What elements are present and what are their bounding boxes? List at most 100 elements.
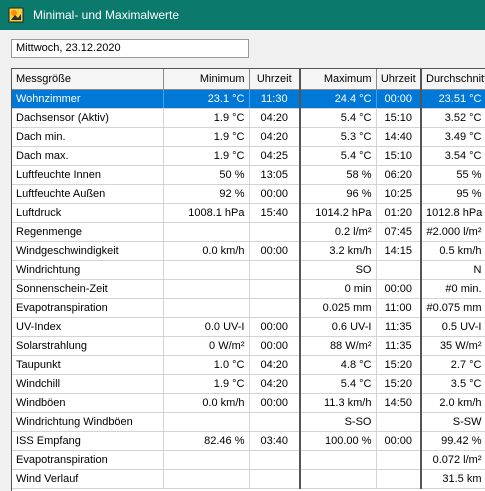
cell-messgroesse: ISS Empfang	[12, 431, 164, 451]
table-row[interactable]: Dachsensor (Aktiv) 1.9 °C 04:20 5.4 °C 15:10…	[12, 108, 485, 128]
cell-uhrzeit-min: 04:20	[249, 355, 301, 375]
cell-uhrzeit-max: 11:35	[376, 336, 422, 356]
cell-minimum: 1.0 °C	[163, 355, 250, 375]
cell-minimum: 1.9 °C	[163, 146, 250, 166]
cell-maximum: 0.2 l/m²	[300, 222, 377, 242]
table-row[interactable]: Windchill 1.9 °C 04:20 5.4 °C 15:20 3.5 °C	[12, 374, 485, 394]
cell-maximum: 1014.2 hPa	[300, 203, 377, 223]
table-row[interactable]: Windgeschwindigkeit 0.0 km/h 00:00 3.2 km/h…	[12, 241, 485, 261]
cell-messgroesse: Dachsensor (Aktiv)	[12, 108, 164, 128]
column-header-durchschnitt[interactable]: Durchschnitt	[421, 69, 485, 90]
cell-uhrzeit-max: 15:20	[376, 355, 422, 375]
minmax-table[interactable]: Messgröße Minimum Uhrzeit Maximum Uhrzei…	[11, 68, 485, 491]
cell-durchschnitt: 99.42 %	[421, 431, 485, 451]
table-row[interactable]: Evapotranspiration 0.025 mm 11:00 #0.075 mm	[12, 298, 485, 318]
cell-uhrzeit-max: 10:25	[376, 184, 422, 204]
cell-messgroesse: Windrichtung	[12, 260, 164, 280]
cell-uhrzeit-min: 00:00	[249, 393, 301, 413]
cell-uhrzeit-min: 04:20	[249, 108, 301, 128]
cell-minimum: 1008.1 hPa	[163, 203, 250, 223]
cell-messgroesse: UV-Index	[12, 317, 164, 337]
cell-uhrzeit-min	[249, 222, 301, 242]
window-titlebar[interactable]: Minimal- und Maximalwerte	[0, 0, 485, 30]
cell-uhrzeit-max: 15:20	[376, 374, 422, 394]
cell-maximum	[300, 450, 377, 470]
cell-uhrzeit-min: 00:00	[249, 241, 301, 261]
cell-minimum	[163, 412, 250, 432]
table-row[interactable]: ISS Empfang 82.46 % 03:40 100.00 % 00:00 99.4…	[12, 431, 485, 451]
cell-minimum	[163, 279, 250, 299]
cell-minimum: 82.46 %	[163, 431, 250, 451]
window-title: Minimal- und Maximalwerte	[33, 8, 180, 22]
table-row[interactable]: Dach max. 1.9 °C 04:25 5.4 °C 15:10 3.54 °C	[12, 146, 485, 166]
column-header-messgroesse[interactable]: Messgröße	[12, 69, 164, 90]
cell-uhrzeit-min	[249, 412, 301, 432]
cell-uhrzeit-min: 04:25	[249, 146, 301, 166]
cell-messgroesse: Wohnzimmer	[12, 89, 164, 109]
table-row[interactable]: Dach min. 1.9 °C 04:20 5.3 °C 14:40 3.49 °C	[12, 127, 485, 147]
cell-uhrzeit-max	[376, 450, 422, 470]
table-row[interactable]: Windrichtung Windböen S-SO S-SW	[12, 412, 485, 432]
cell-maximum: 3.2 km/h	[300, 241, 377, 261]
cell-uhrzeit-min	[249, 260, 301, 280]
column-header-maximum[interactable]: Maximum	[300, 69, 377, 90]
cell-durchschnitt: 3.54 °C	[421, 146, 485, 166]
cell-durchschnitt: 0.072 l/m²	[421, 450, 485, 470]
cell-uhrzeit-max: 00:00	[376, 279, 422, 299]
cell-durchschnitt: 2.7 °C	[421, 355, 485, 375]
cell-durchschnitt: 23.51 °C	[421, 89, 485, 109]
cell-durchschnitt: 95 %	[421, 184, 485, 204]
cell-uhrzeit-max: 07:45	[376, 222, 422, 242]
cell-uhrzeit-max: 11:35	[376, 317, 422, 337]
cell-minimum: 1.9 °C	[163, 127, 250, 147]
cell-messgroesse: Luftdruck	[12, 203, 164, 223]
cell-uhrzeit-max: 14:40	[376, 127, 422, 147]
table-row[interactable]: Evapotranspiration 0.072 l/m²	[12, 450, 485, 470]
cell-uhrzeit-max: 06:20	[376, 165, 422, 185]
cell-maximum: 5.4 °C	[300, 146, 377, 166]
table-row[interactable]: Wohnzimmer 23.1 °C 11:30 24.4 °C 00:00 23.51 …	[12, 89, 485, 109]
cell-maximum: 5.3 °C	[300, 127, 377, 147]
cell-messgroesse: Dach min.	[12, 127, 164, 147]
table-row[interactable]: Luftfeuchte Innen 50 % 13:05 58 % 06:20 55 %	[12, 165, 485, 185]
table-row[interactable]: Windrichtung SO N	[12, 260, 485, 280]
cell-maximum: 0 min	[300, 279, 377, 299]
table-row[interactable]: Luftdruck 1008.1 hPa 15:40 1014.2 hPa 01:20 1…	[12, 203, 485, 223]
table-row[interactable]: Wind Verlauf 31.5 km	[12, 469, 485, 489]
cell-maximum: S-SO	[300, 412, 377, 432]
cell-uhrzeit-min	[249, 298, 301, 318]
table-row[interactable]: Luftfeuchte Außen 92 % 00:00 96 % 10:25 95 %	[12, 184, 485, 204]
table-row[interactable]: Sonnenschein-Zeit 0 min 00:00 #0 min.	[12, 279, 485, 299]
weather-app-icon	[8, 7, 24, 23]
cell-maximum: 5.4 °C	[300, 374, 377, 394]
table-row[interactable]: Taupunkt 1.0 °C 04:20 4.8 °C 15:20 2.7 °C	[12, 355, 485, 375]
cell-durchschnitt: 3.5 °C	[421, 374, 485, 394]
cell-durchschnitt: 2.0 km/h	[421, 393, 485, 413]
cell-durchschnitt: #2.000 l/m²	[421, 222, 485, 242]
column-header-uhrzeit-max[interactable]: Uhrzeit	[376, 69, 422, 90]
cell-uhrzeit-min: 00:00	[249, 336, 301, 356]
column-header-minimum[interactable]: Minimum	[163, 69, 250, 90]
table-row[interactable]: UV-Index 0.0 UV-I 00:00 0.6 UV-I 11:35 0.5 UV…	[12, 317, 485, 337]
cell-uhrzeit-max: 00:00	[376, 431, 422, 451]
table-row[interactable]: Solarstrahlung 0 W/m² 00:00 88 W/m² 11:35 35 …	[12, 336, 485, 356]
column-header-uhrzeit-min[interactable]: Uhrzeit	[249, 69, 301, 90]
cell-durchschnitt: 3.52 °C	[421, 108, 485, 128]
table-row[interactable]: Windböen 0.0 km/h 00:00 11.3 km/h 14:50 2.0 k…	[12, 393, 485, 413]
cell-uhrzeit-max: 15:10	[376, 146, 422, 166]
table-row[interactable]: Regenmenge 0.2 l/m² 07:45 #2.000 l/m²	[12, 222, 485, 242]
cell-durchschnitt: #0.075 mm	[421, 298, 485, 318]
cell-minimum: 23.1 °C	[163, 89, 250, 109]
cell-uhrzeit-max	[376, 469, 422, 489]
cell-uhrzeit-min: 13:05	[249, 165, 301, 185]
cell-uhrzeit-max	[376, 260, 422, 280]
cell-maximum: 100.00 %	[300, 431, 377, 451]
cell-minimum: 0.0 UV-I	[163, 317, 250, 337]
cell-minimum	[163, 298, 250, 318]
date-field[interactable]: Mittwoch, 23.12.2020	[11, 39, 249, 58]
cell-uhrzeit-max: 14:15	[376, 241, 422, 261]
cell-durchschnitt: 1012.8 hPa	[421, 203, 485, 223]
cell-maximum: 24.4 °C	[300, 89, 377, 109]
cell-durchschnitt: 35 W/m²	[421, 336, 485, 356]
cell-uhrzeit-max: 01:20	[376, 203, 422, 223]
